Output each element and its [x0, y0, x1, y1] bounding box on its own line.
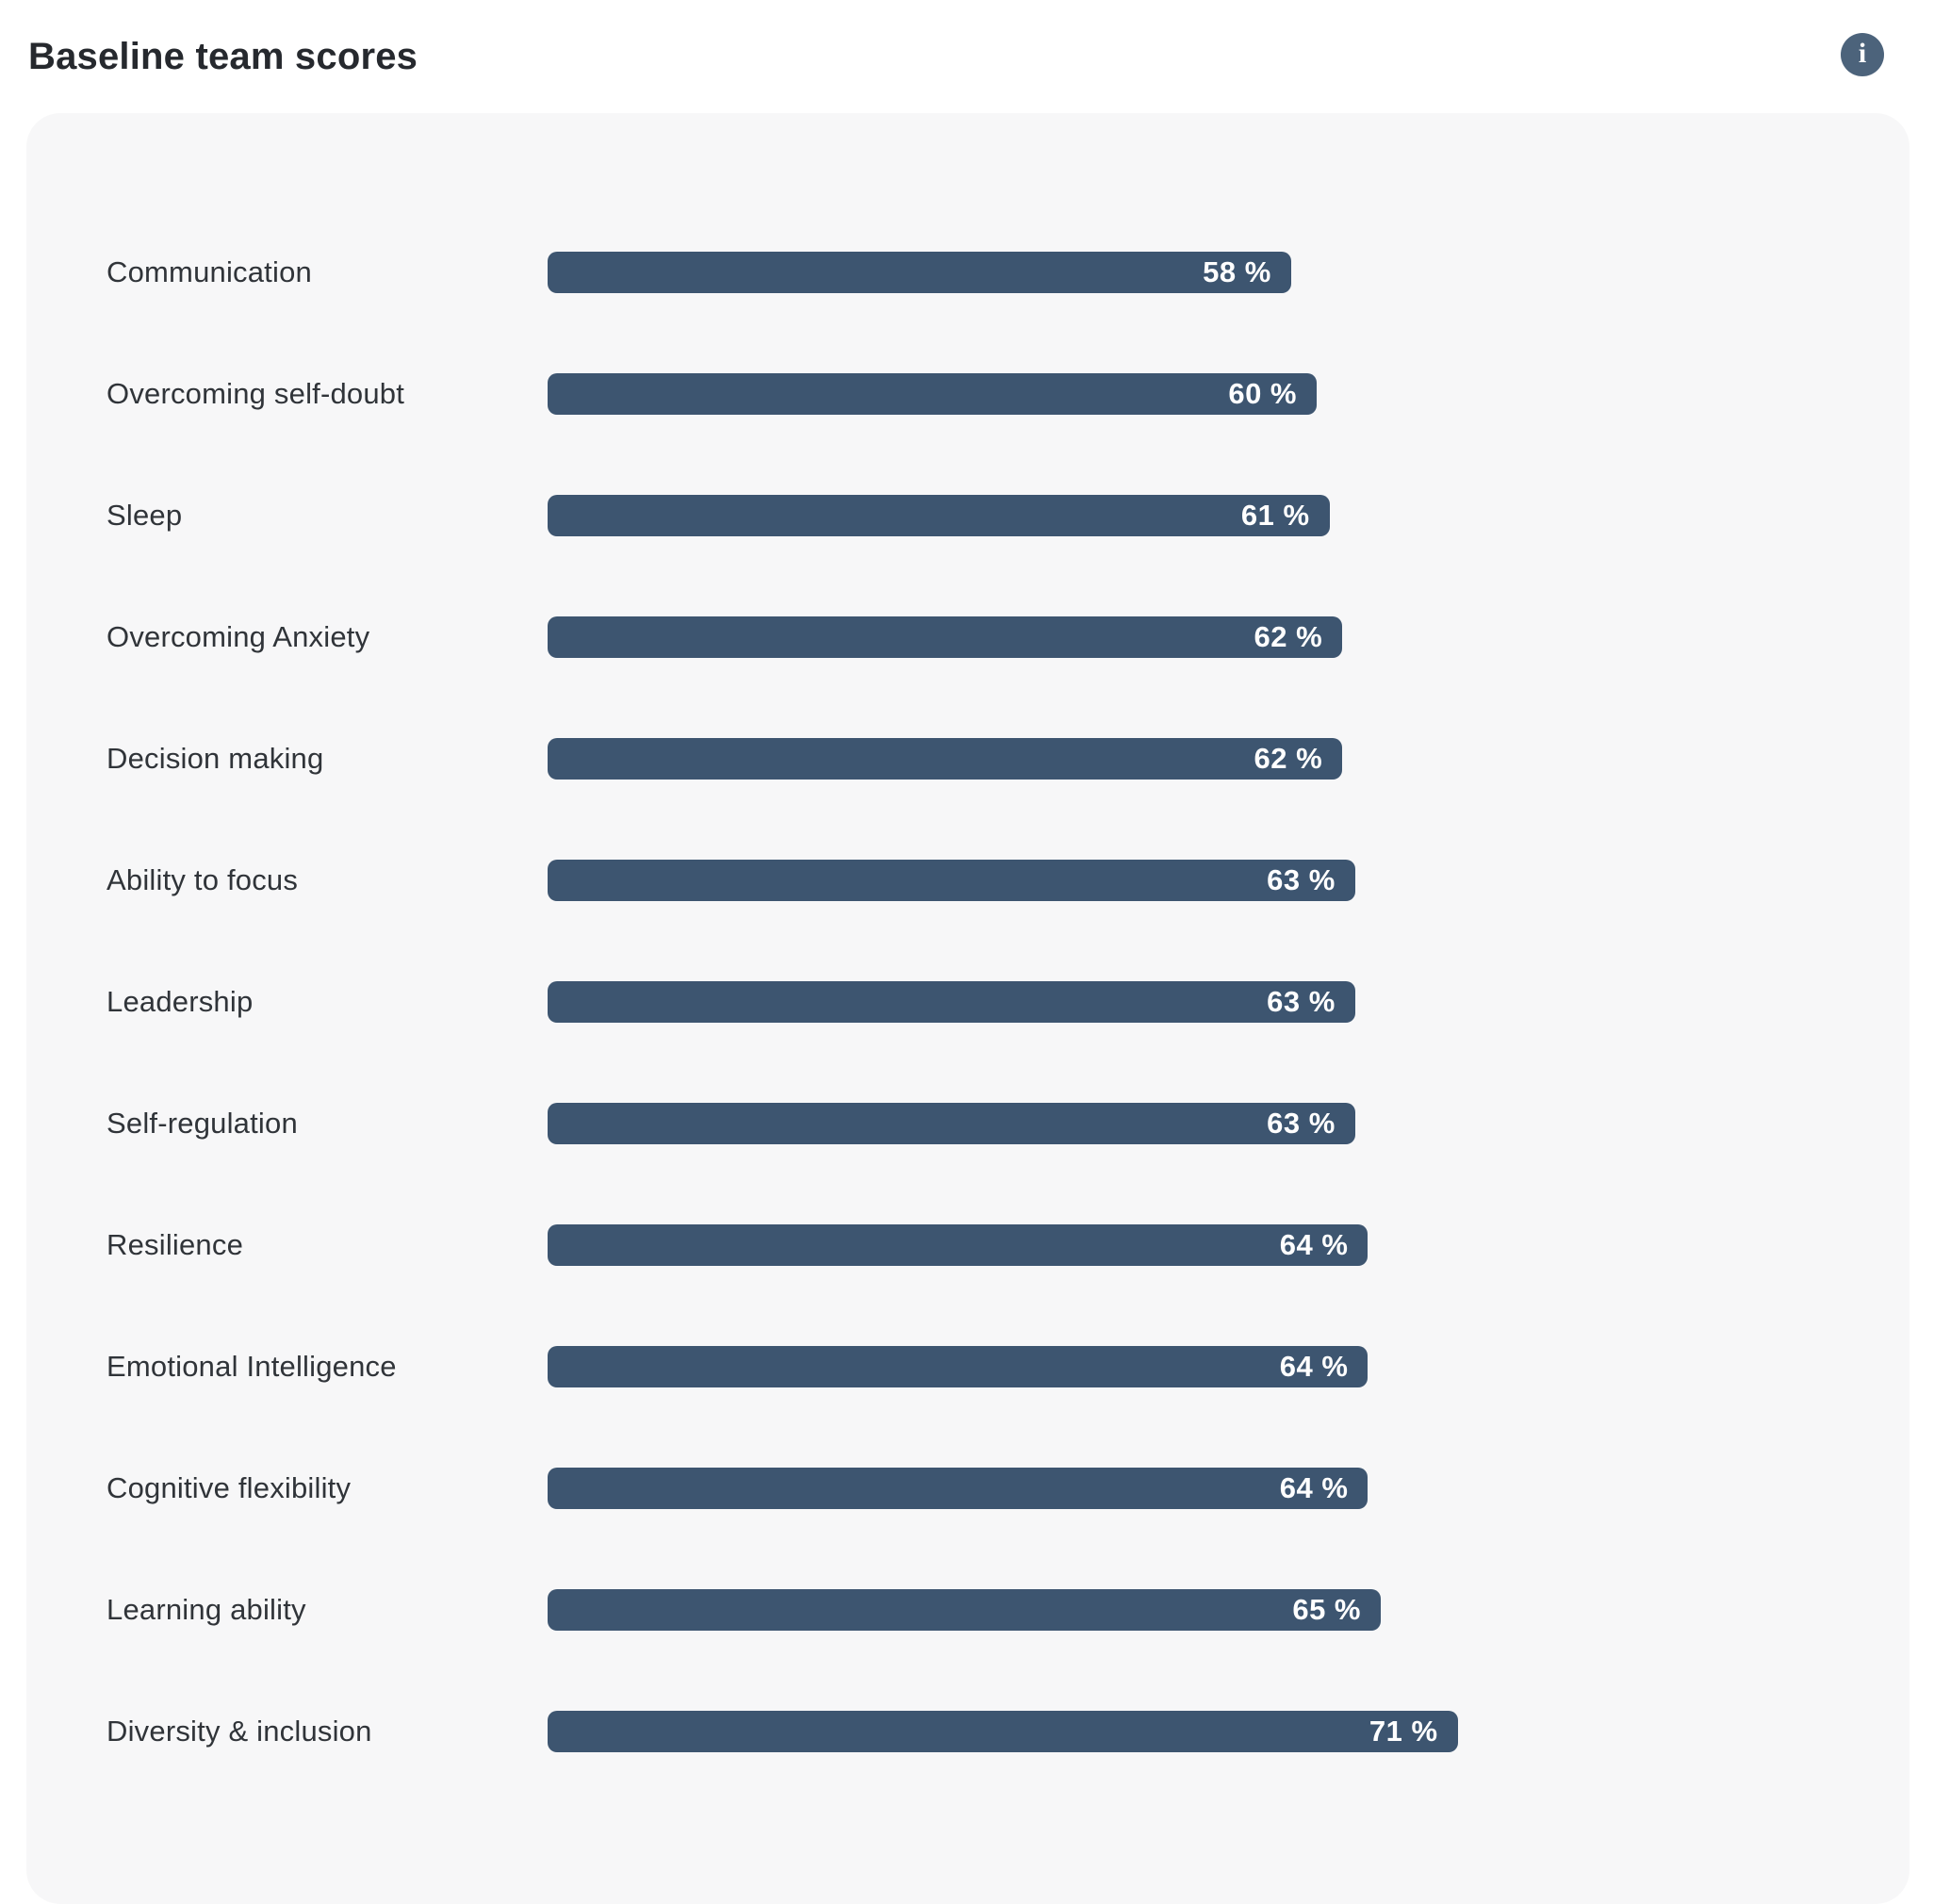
bar-row: Self-regulation 63 % [107, 1062, 1829, 1184]
bar-value: 64 % [1279, 1349, 1349, 1383]
row-label: Self-regulation [107, 1106, 298, 1140]
bar-row: Leadership 63 % [107, 941, 1829, 1062]
row-label: Ability to focus [107, 862, 299, 896]
bar-track: 61 % [548, 494, 1829, 536]
bar: 64 % [548, 1467, 1369, 1509]
bar: 63 % [548, 859, 1355, 901]
bar-track: 63 % [548, 1102, 1829, 1144]
bar: 71 % [548, 1710, 1458, 1752]
info-icon: i [1858, 38, 1867, 69]
bar-track: 62 % [548, 616, 1829, 658]
bar: 62 % [548, 737, 1343, 780]
bar-track: 64 % [548, 1467, 1829, 1509]
bar: 63 % [548, 1102, 1355, 1144]
row-label: Decision making [107, 741, 324, 775]
page-title: Baseline team scores [28, 36, 418, 77]
bar-row: Overcoming self-doubt 60 % [107, 333, 1829, 454]
bar-track: 63 % [548, 980, 1829, 1023]
bar-track: 71 % [548, 1710, 1829, 1752]
bar-value: 65 % [1292, 1592, 1361, 1626]
bar-row: Ability to focus 63 % [107, 819, 1829, 941]
bar-value: 71 % [1369, 1714, 1438, 1748]
bar-value: 62 % [1254, 741, 1323, 775]
bar-row: Communication 58 % [107, 211, 1829, 333]
bar: 64 % [548, 1223, 1369, 1266]
row-label: Overcoming Anxiety [107, 619, 370, 653]
bar-value: 61 % [1240, 498, 1310, 532]
bar-value: 58 % [1203, 254, 1271, 288]
bar-value: 63 % [1267, 984, 1336, 1018]
bar-track: 60 % [548, 372, 1829, 415]
row-label: Communication [107, 254, 312, 288]
bar-track: 64 % [548, 1345, 1829, 1387]
bar: 63 % [548, 980, 1355, 1023]
row-label: Learning ability [107, 1592, 306, 1626]
bar-row: Decision making 62 % [107, 698, 1829, 819]
info-button[interactable]: i [1841, 33, 1884, 76]
bar: 60 % [548, 372, 1317, 415]
bar-value: 62 % [1254, 619, 1323, 653]
bar: 65 % [548, 1588, 1381, 1631]
bar: 58 % [548, 251, 1291, 293]
bar-value: 64 % [1279, 1470, 1349, 1504]
row-label: Leadership [107, 984, 254, 1018]
bar-row: Learning ability 65 % [107, 1549, 1829, 1670]
bar-value: 60 % [1228, 376, 1297, 410]
row-label: Diversity & inclusion [107, 1714, 372, 1748]
row-label: Cognitive flexibility [107, 1470, 352, 1504]
bar-track: 65 % [548, 1588, 1829, 1631]
bar-track: 62 % [548, 737, 1829, 780]
row-label: Emotional Intelligence [107, 1349, 397, 1383]
bar-row: Overcoming Anxiety 62 % [107, 576, 1829, 698]
row-label: Resilience [107, 1227, 244, 1261]
bar: 64 % [548, 1345, 1369, 1387]
bar-row: Emotional Intelligence 64 % [107, 1305, 1829, 1427]
bar: 62 % [548, 616, 1343, 658]
bar-rows: Communication 58 % Overcoming self-doubt… [107, 211, 1829, 1792]
bar: 61 % [548, 494, 1330, 536]
bar-row: Diversity & inclusion 71 % [107, 1670, 1829, 1792]
bar-value: 64 % [1279, 1227, 1349, 1261]
bar-value: 63 % [1267, 1106, 1336, 1140]
bar-row: Resilience 64 % [107, 1184, 1829, 1305]
row-label: Overcoming self-doubt [107, 376, 405, 410]
bar-track: 64 % [548, 1223, 1829, 1266]
chart-card: Communication 58 % Overcoming self-doubt… [26, 113, 1909, 1904]
bar-row: Cognitive flexibility 64 % [107, 1427, 1829, 1549]
bar-row: Sleep 61 % [107, 454, 1829, 576]
bar-value: 63 % [1267, 862, 1336, 896]
bar-track: 58 % [548, 251, 1829, 293]
row-label: Sleep [107, 498, 183, 532]
bar-track: 63 % [548, 859, 1829, 901]
